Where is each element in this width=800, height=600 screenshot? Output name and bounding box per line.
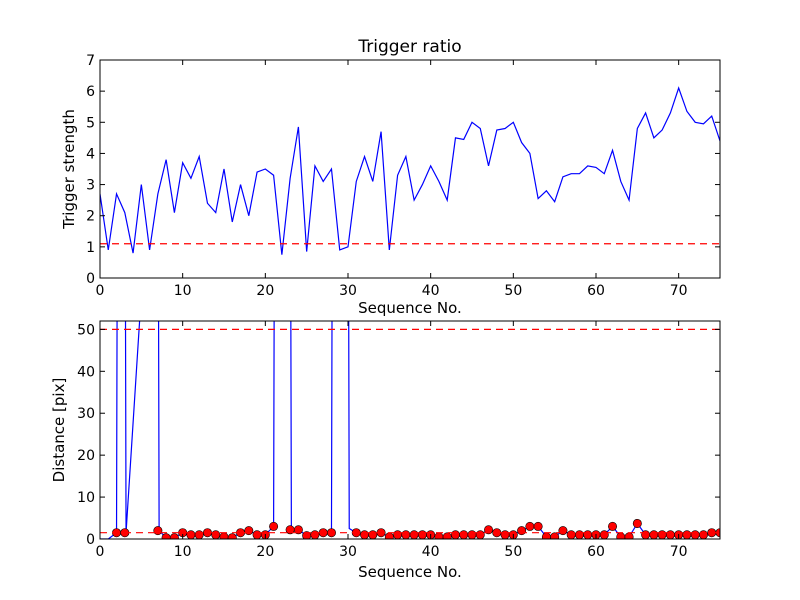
data-point [599,530,609,539]
data-point [293,525,303,535]
y-tick-label: 0 [86,532,95,548]
data-point [682,530,692,539]
x-tick-label: 10 [174,544,192,560]
data-point [550,532,560,539]
chart-title: Trigger ratio [357,37,461,57]
x-tick-label: 60 [587,283,605,299]
y-tick-label: 4 [86,146,95,162]
data-point [475,530,485,539]
y-tick-label: 5 [86,115,95,131]
data-point [525,521,535,531]
data-point [657,530,667,539]
y-tick-label: 2 [86,209,95,225]
data-point [583,530,593,539]
y-tick-label: 20 [77,448,95,464]
y-tick-label: 7 [86,53,95,69]
x-tick-label: 50 [504,544,522,560]
x-tick-label: 0 [96,544,105,560]
data-point [574,530,584,539]
data-point [269,521,279,531]
data-point [484,525,494,535]
y-tick-label: 0 [86,271,95,287]
data-point [169,533,179,539]
data-point [459,530,469,539]
data-point [632,518,642,528]
data-point [608,521,618,531]
top-axes-frame [99,59,721,279]
y-tick-label: 40 [77,364,95,380]
data-point [467,530,477,539]
y-tick-label: 10 [77,490,95,506]
data-point [211,530,221,539]
x-tick-label: 30 [339,544,357,560]
data-point [360,530,370,539]
data-point [698,530,708,539]
data-point [566,530,576,539]
top-y-axis-label: Trigger strength [60,109,78,230]
data-point [690,530,700,539]
bottom-y-axis-label: Distance [pix] [50,378,68,483]
data-point [194,530,204,539]
series-line [100,86,720,255]
trigger-ratio-chart: 0 10 20 30 40 50 60 70 0 1 2 3 4 5 6 7 Trigger ratio Se… [60,37,721,317]
data-point [417,530,427,539]
x-tick-label: 10 [174,283,192,299]
top-x-axis-label: Sequence No. [358,299,462,317]
x-tick-label: 30 [339,283,357,299]
x-tick-label: 40 [422,544,440,560]
data-point [252,530,262,539]
data-point [368,530,378,539]
y-tick-label: 50 [77,322,95,338]
data-point [244,526,254,536]
y-tick-label: 3 [86,178,95,194]
data-point [393,530,403,539]
data-point [641,530,651,539]
data-point [533,521,543,531]
x-tick-label: 50 [504,283,522,299]
y-tick-label: 6 [86,84,95,100]
data-point [186,530,196,539]
data-point [665,530,675,539]
data-point [558,526,568,536]
data-point [409,530,419,539]
bottom-axes-frame [99,320,721,540]
data-point [500,530,510,539]
data-point [649,530,659,539]
x-tick-label: 70 [670,283,688,299]
x-tick-label: 40 [422,283,440,299]
y-tick-label: 1 [86,240,95,256]
data-point [310,530,320,539]
bottom-x-axis-label: Sequence No. [358,563,462,581]
x-tick-label: 20 [256,544,274,560]
data-point [517,526,527,536]
data-point [401,530,411,539]
x-tick-label: 60 [587,544,605,560]
data-point [227,533,237,539]
data-point [153,526,163,536]
y-tick-label: 30 [77,406,95,422]
data-point [442,532,452,539]
x-tick-label: 70 [670,544,688,560]
x-tick-label: 0 [96,283,105,299]
x-tick-label: 20 [256,283,274,299]
data-point [450,530,460,539]
